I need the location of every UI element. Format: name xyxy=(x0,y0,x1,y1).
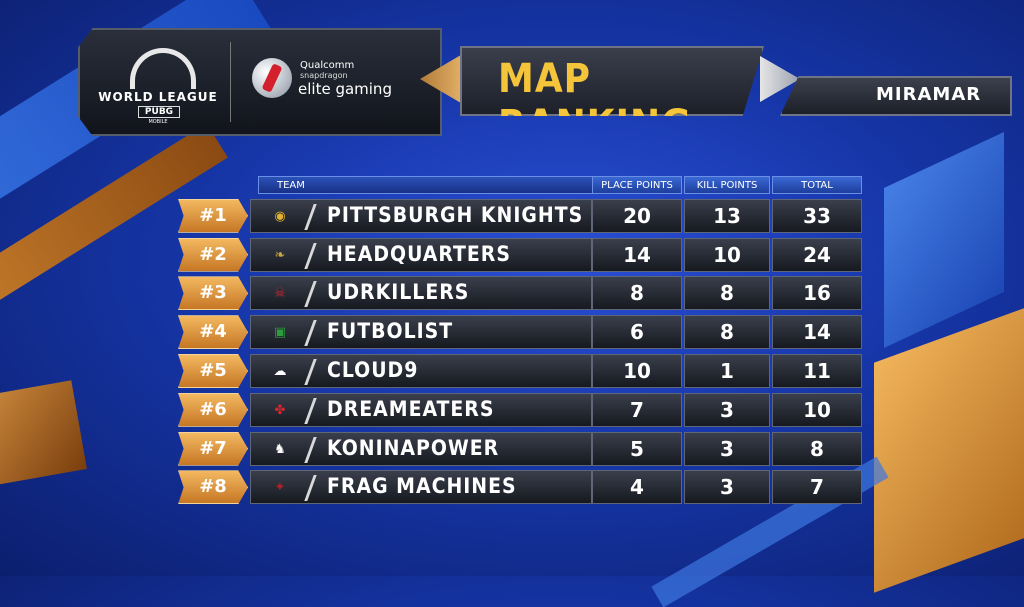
total-points-cell: 14 xyxy=(772,315,862,350)
kill-points-cell: 3 xyxy=(684,392,770,427)
slash-divider xyxy=(304,475,317,502)
slash-divider xyxy=(304,281,317,308)
sponsor-name: elite gaming xyxy=(298,80,392,98)
page-title: MAP RANKING xyxy=(498,56,692,148)
logo-divider xyxy=(230,42,231,122)
place-points-cell: 10 xyxy=(592,353,682,388)
kill-points-cell: 1 xyxy=(684,353,770,388)
rank-badge: #8 xyxy=(178,470,248,505)
slash-divider xyxy=(304,242,317,269)
table-body: #1 ◉ PITTSBURGH KNIGHTS 20 13 33 #2 ❧ HE… xyxy=(178,198,868,505)
world-league-arc-icon xyxy=(130,48,196,89)
table-row: #1 ◉ PITTSBURGH KNIGHTS 20 13 33 xyxy=(178,198,868,233)
slash-divider xyxy=(304,320,317,347)
world-league-logo: WORLD LEAGUE PUBG MOBILE xyxy=(98,48,218,125)
place-points-cell: 6 xyxy=(592,315,682,350)
col-header-total: TOTAL xyxy=(772,176,862,194)
sponsor-logo: Qualcomm snapdragon elite gaming xyxy=(252,56,422,110)
total-points-cell: 8 xyxy=(772,431,862,466)
col-header-place-points: PLACE POINTS xyxy=(592,176,682,194)
team-name: UDRKILLERS xyxy=(327,280,470,305)
title-body: MAP RANKING xyxy=(460,46,764,116)
team-name: FRAG MACHINES xyxy=(327,474,517,499)
col-header-kill-points: KILL POINTS xyxy=(684,176,770,194)
title-plate: MAP RANKING xyxy=(420,46,800,116)
kill-points-cell: 3 xyxy=(684,470,770,505)
title-left-arrow-icon xyxy=(420,52,466,106)
frag-machines-icon: ✦ xyxy=(274,480,286,496)
map-name: MIRAMAR xyxy=(876,84,982,105)
team-name: KONINAPOWER xyxy=(327,435,500,460)
map-plate: MIRAMAR xyxy=(780,76,1012,116)
slash-divider xyxy=(304,203,317,230)
rank-badge: #3 xyxy=(178,276,248,311)
total-points-cell: 11 xyxy=(772,353,862,388)
slash-divider xyxy=(304,358,317,385)
slash-divider xyxy=(304,397,317,424)
horse-icon: ♞ xyxy=(274,441,286,457)
skull-shield-icon: ☠ xyxy=(274,286,286,302)
dragon-icon: ❧ xyxy=(274,247,286,263)
rank-badge: #6 xyxy=(178,392,248,427)
place-points-cell: 20 xyxy=(592,198,682,233)
team-cell: ☠ UDRKILLERS xyxy=(250,276,592,311)
total-points-cell: 24 xyxy=(772,237,862,272)
team-cell: ❧ HEADQUARTERS xyxy=(250,237,592,272)
slash-divider xyxy=(304,436,317,463)
sponsor-sub: snapdragon xyxy=(300,71,348,80)
sponsor-brand: Qualcomm xyxy=(300,60,355,71)
total-points-cell: 33 xyxy=(772,198,862,233)
place-points-cell: 14 xyxy=(592,237,682,272)
team-cell: ✦ FRAG MACHINES xyxy=(250,470,592,505)
table-header: TEAM PLACE POINTS KILL POINTS TOTAL xyxy=(178,176,868,194)
mobile-text: MOBILE xyxy=(148,119,168,125)
green-crest-icon: ▣ xyxy=(273,325,287,341)
team-cell: ▣ FUTBOLIST xyxy=(250,315,592,350)
table-row: #5 ☁ CLOUD9 10 1 11 xyxy=(178,353,868,388)
world-league-text: WORLD LEAGUE xyxy=(98,90,218,104)
place-points-cell: 5 xyxy=(592,431,682,466)
table-row: #7 ♞ KONINAPOWER 5 3 8 xyxy=(178,431,868,466)
team-name: FUTBOLIST xyxy=(327,319,454,344)
total-points-cell: 16 xyxy=(772,276,862,311)
snapdragon-icon xyxy=(252,58,292,98)
table-row: #4 ▣ FUTBOLIST 6 8 14 xyxy=(178,315,868,350)
table-row: #2 ❧ HEADQUARTERS 14 10 24 xyxy=(178,237,868,272)
bg-block-blue-right xyxy=(884,132,1004,348)
kill-points-cell: 10 xyxy=(684,237,770,272)
table-row: #8 ✦ FRAG MACHINES 4 3 7 xyxy=(178,470,868,505)
bg-block-gold-left xyxy=(0,380,87,490)
team-cell: ♞ KONINAPOWER xyxy=(250,431,592,466)
kill-points-cell: 3 xyxy=(684,431,770,466)
rank-badge: #2 xyxy=(178,237,248,272)
rank-badge: #4 xyxy=(178,315,248,350)
table-row: #3 ☠ UDRKILLERS 8 8 16 xyxy=(178,276,868,311)
logo-panel: WORLD LEAGUE PUBG MOBILE Qualcomm snapdr… xyxy=(78,28,442,136)
place-points-cell: 7 xyxy=(592,392,682,427)
kill-points-cell: 13 xyxy=(684,198,770,233)
team-name: DREAMEATERS xyxy=(327,396,495,421)
team-cell: ☁ CLOUD9 xyxy=(250,353,592,388)
place-points-cell: 8 xyxy=(592,276,682,311)
team-cell: ✤ DREAMEATERS xyxy=(250,392,592,427)
total-points-cell: 7 xyxy=(772,470,862,505)
pubg-text: PUBG xyxy=(138,106,180,118)
table-row: #6 ✤ DREAMEATERS 7 3 10 xyxy=(178,392,868,427)
ranking-table: TEAM PLACE POINTS KILL POINTS TOTAL #1 ◉… xyxy=(178,176,868,505)
horns-icon: ✤ xyxy=(274,402,286,418)
rank-badge: #1 xyxy=(178,198,248,233)
team-name: PITTSBURGH KNIGHTS xyxy=(327,202,584,227)
rank-badge: #7 xyxy=(178,431,248,466)
rank-badge: #5 xyxy=(178,353,248,388)
total-points-cell: 10 xyxy=(772,392,862,427)
knight-helmet-icon: ◉ xyxy=(274,208,286,224)
cloud-icon: ☁ xyxy=(273,363,287,379)
kill-points-cell: 8 xyxy=(684,276,770,311)
kill-points-cell: 8 xyxy=(684,315,770,350)
team-name: CLOUD9 xyxy=(327,357,419,382)
place-points-cell: 4 xyxy=(592,470,682,505)
team-cell: ◉ PITTSBURGH KNIGHTS xyxy=(250,198,592,233)
team-name: HEADQUARTERS xyxy=(327,241,511,266)
